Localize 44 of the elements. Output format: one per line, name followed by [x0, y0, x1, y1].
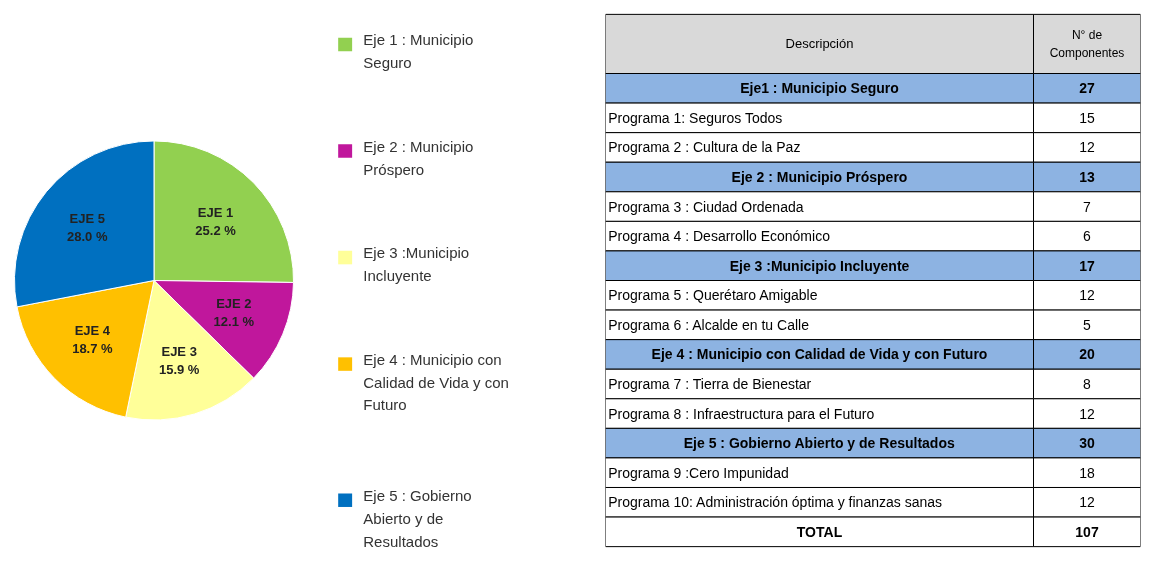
category-label: Programa 4 : Desarrollo Económico	[608, 228, 831, 245]
legend-label: Eje 5 : Gobierno Abierto y de Resultados	[363, 486, 472, 550]
data-label: 27	[1079, 80, 1095, 97]
data-label: 12	[1079, 287, 1095, 304]
data-label: 8	[1083, 375, 1092, 392]
category-label: Programa 6 : Alcalde en tu Calle	[608, 316, 810, 333]
data-label: 6	[1083, 228, 1092, 245]
data-label: EJE 3 15.9 %	[158, 343, 200, 377]
data-label: 17	[1079, 257, 1095, 274]
legend-label: Eje 1 : Municipio Seguro	[363, 31, 474, 72]
category-label: Eje 3 :Municipio Incluyente	[729, 257, 910, 274]
category-label: Programa 8 : Infraestructura para el Futuro	[608, 405, 875, 422]
data-label: 18	[1079, 464, 1095, 481]
data-label: 5	[1083, 316, 1092, 333]
text: N° de Componentes	[1049, 27, 1125, 61]
data-label: 12	[1079, 405, 1095, 422]
legend-label: Eje 3 :Municipio Incluyente	[363, 244, 470, 285]
category-label: Programa 3 : Ciudad Ordenada	[608, 198, 804, 215]
data-label: EJE 2 12.1 %	[213, 296, 255, 330]
data-label: 20	[1079, 346, 1095, 363]
category-label: Eje1 : Municipio Seguro	[740, 80, 899, 97]
category-label: Programa 9 :Cero Impunidad	[608, 464, 789, 481]
data-label: 12	[1079, 494, 1095, 511]
data-label: EJE 1 25.2 %	[195, 205, 237, 239]
data-label: 107	[1075, 523, 1099, 540]
category-label: Eje 4 : Municipio con Calidad de Vida y con Futuro	[651, 346, 988, 363]
data-label: EJE 4 18.7 %	[72, 322, 114, 356]
data-label: 15	[1079, 109, 1095, 126]
category-label: Programa 7 : Tierra de Bienestar	[608, 375, 812, 392]
text: Descripción	[785, 36, 854, 52]
data-label: 12	[1079, 139, 1095, 156]
category-label: Programa 1: Seguros Todos	[608, 109, 783, 126]
data-label: EJE 5 28.0 %	[67, 210, 108, 244]
category-label: Eje 2 : Municipio Próspero	[731, 169, 908, 186]
legend-label: Eje 2 : Municipio Próspero	[363, 137, 474, 178]
legend-label: Eje 4 : Municipio con Calidad de Vida y con Futuro	[363, 350, 509, 414]
category-label: Eje 5 : Gobierno Abierto y de Resultados	[683, 435, 955, 452]
category-label: Programa 2 : Cultura de la Paz	[608, 139, 801, 156]
category-label: Programa 10: Administración óptima y finanzas sanas	[608, 494, 943, 511]
category-label: Programa 5 : Querétaro Amigable	[608, 287, 818, 304]
data-label: 30	[1079, 435, 1095, 452]
data-label: 7	[1083, 198, 1092, 215]
data-label: 13	[1079, 169, 1095, 186]
category-label: TOTAL	[796, 523, 843, 540]
